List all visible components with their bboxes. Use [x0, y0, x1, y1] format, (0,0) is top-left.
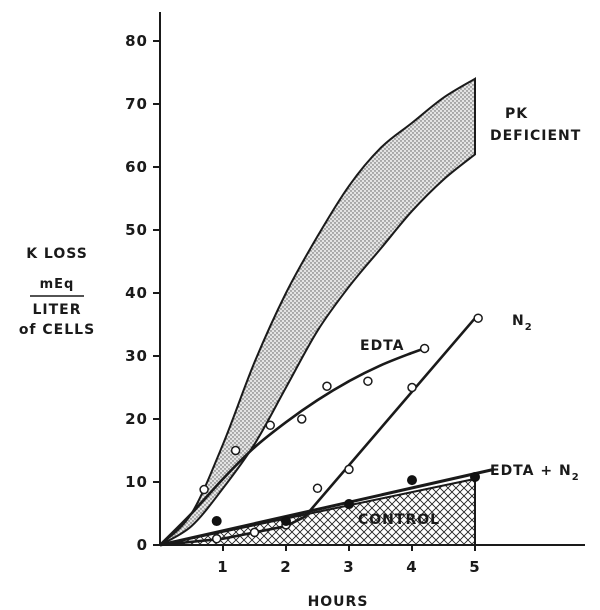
edta-n2-label: EDTA + N2 — [490, 463, 580, 483]
edta-point — [419, 343, 430, 354]
edta-n2-label-sub: 2 — [572, 472, 580, 483]
edta-n2-line — [159, 467, 495, 547]
y-axis-label-denominator-2: of CELLS — [19, 322, 95, 338]
n2-point — [312, 483, 323, 494]
y-tick-label: 50 — [125, 221, 148, 239]
y-tick-label: 40 — [125, 284, 148, 302]
n2-label-sub: 2 — [525, 322, 533, 333]
n2-point — [473, 313, 483, 323]
y-axis-label-line1: K LOSS — [26, 246, 88, 262]
pk-deficient-label-1: PK — [505, 106, 528, 122]
y-tick-label: 80 — [125, 32, 148, 50]
n2-point — [407, 382, 417, 393]
n2-point — [249, 527, 260, 538]
edta-n2-point — [281, 516, 291, 527]
edta-n2-point — [211, 516, 222, 527]
y-axis-label-numerator: mEq — [40, 277, 75, 292]
edta-point — [297, 414, 307, 424]
x-axis-label: HOURS — [308, 594, 369, 610]
edta-n2-point — [344, 499, 354, 510]
y-tick-label: 0 — [137, 536, 148, 554]
edta-point — [322, 381, 332, 391]
x-tick-label: 2 — [280, 558, 291, 576]
pk-deficient-band — [159, 77, 476, 546]
y-tick-label: 20 — [125, 410, 148, 428]
edta-label: EDTA — [360, 338, 404, 354]
y-tick-label: 70 — [125, 95, 148, 113]
n2-label: N2 — [512, 313, 533, 333]
y-axis-label-denominator-1: LITER — [32, 302, 81, 318]
edta-point — [363, 376, 373, 386]
x-tick-label: 4 — [406, 558, 417, 576]
y-tick-label: 10 — [125, 473, 148, 491]
pk-deficient-label-2: DEFICIENT — [490, 128, 581, 144]
y-tick-label: 30 — [125, 347, 148, 365]
edta-line — [159, 347, 426, 546]
edta-point — [199, 484, 209, 495]
x-tick-label: 1 — [217, 558, 228, 576]
edta-n2-point — [470, 471, 480, 482]
n2-point — [211, 533, 222, 544]
edta-point — [265, 420, 275, 431]
control-label: CONTROL — [358, 512, 440, 528]
n2-point — [344, 464, 354, 475]
control-line — [159, 478, 476, 546]
edta-n2-point — [407, 475, 417, 486]
y-tick-label: 60 — [125, 158, 148, 176]
x-tick-label: 3 — [343, 558, 354, 576]
x-tick-label: 5 — [469, 558, 480, 576]
edta-point — [230, 445, 241, 456]
